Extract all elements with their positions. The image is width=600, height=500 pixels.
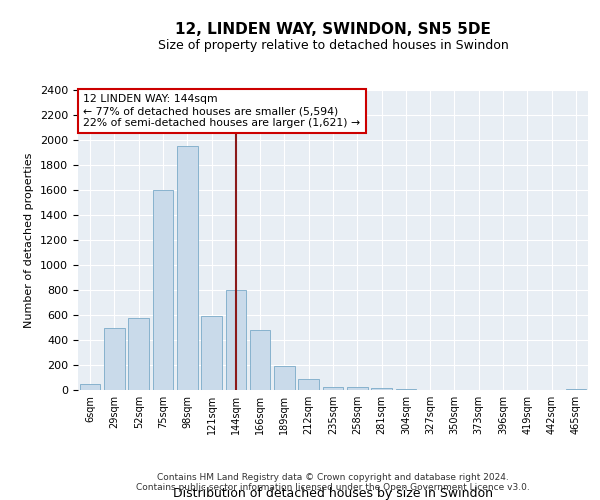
Text: Size of property relative to detached houses in Swindon: Size of property relative to detached ho… [158,39,508,52]
Bar [152,190,173,390]
Bar [128,318,149,390]
Bar [298,379,319,390]
Y-axis label: Number of detached properties: Number of detached properties [25,152,34,328]
Bar [104,328,125,390]
Bar [371,388,392,390]
Bar [201,316,222,390]
Bar [323,387,343,390]
Bar [80,384,100,390]
Bar [347,387,368,390]
Text: 12 LINDEN WAY: 144sqm
← 77% of detached houses are smaller (5,594)
22% of semi-d: 12 LINDEN WAY: 144sqm ← 77% of detached … [83,94,360,128]
Text: Contains HM Land Registry data © Crown copyright and database right 2024.
Contai: Contains HM Land Registry data © Crown c… [136,473,530,492]
Bar [226,290,246,390]
Bar [250,330,271,390]
Bar [177,146,197,390]
Text: 12, LINDEN WAY, SWINDON, SN5 5DE: 12, LINDEN WAY, SWINDON, SN5 5DE [175,22,491,38]
X-axis label: Distribution of detached houses by size in Swindon: Distribution of detached houses by size … [173,487,493,500]
Bar [274,366,295,390]
